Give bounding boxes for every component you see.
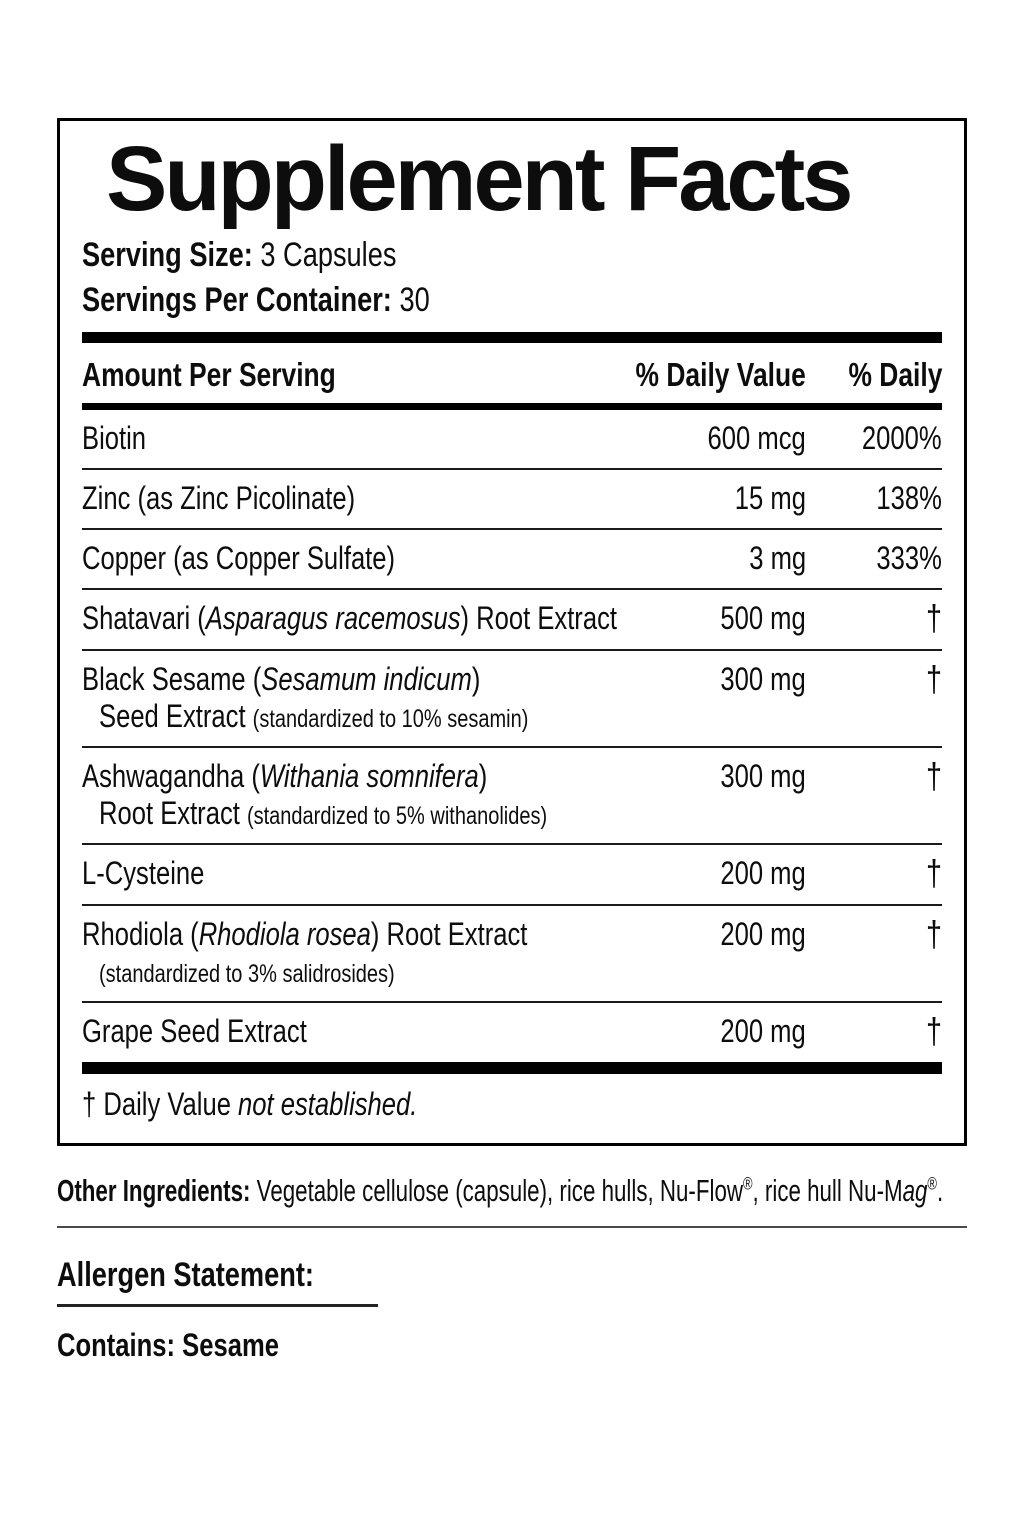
daily-value-footnote: † Daily Value not established. [82, 1074, 942, 1127]
table-row: Biotin 600 mcg 2000% [82, 410, 942, 470]
table-row: L-Cysteine 200 mg † [82, 845, 942, 906]
text-segment: ) [471, 660, 481, 697]
dagger-symbol: † [925, 657, 942, 699]
text-segment: Rhodiola rosea [198, 915, 371, 952]
ingredient-amount: 500 mg [720, 599, 806, 636]
table-row: Copper (as Copper Sulfate) 3 mg 333% [82, 530, 942, 590]
ingredient-daily-value: † [806, 754, 942, 796]
thick-divider-bottom [82, 1061, 942, 1074]
allergen-statement-heading: Allergen Statement: [57, 1256, 967, 1308]
text-segment: † Daily Value [82, 1085, 239, 1122]
table-row: Shatavari (Asparagus racemosus) Root Ext… [82, 590, 942, 651]
text-segment: Shatavari ( [82, 599, 206, 636]
text-segment: ® [927, 1173, 937, 1194]
text-segment: . [936, 1172, 944, 1208]
header-daily-value: % Daily Value [635, 355, 806, 393]
ingredient-amount: 300 mg [720, 660, 806, 697]
ingredient-name: Rhodiola (Rhodiola rosea) Root Extract (s… [82, 915, 581, 990]
ingredient-daily-value: † [806, 851, 942, 893]
serving-size-label: Serving Size: [82, 235, 253, 274]
ingredient-amount: 15 mg [734, 479, 806, 516]
table-row: Rhodiola (Rhodiola rosea) Root Extract (s… [82, 906, 942, 1003]
table-header-row: Amount Per Serving % Daily Value % Daily [82, 343, 942, 410]
header-daily: % Daily [848, 355, 942, 393]
text-segment: ) Root Extract [460, 599, 617, 636]
ingredient-rows: Biotin 600 mcg 2000% Zinc (as Zinc Picolina… [82, 410, 942, 1062]
table-row: Grape Seed Extract 200 mg † [82, 1003, 942, 1062]
contains-line: Contains: Sesame [57, 1327, 967, 1364]
ingredient-amount: 300 mg [720, 757, 806, 794]
thick-divider-top [82, 331, 942, 343]
servings-per-container-line: Servings Per Container: 30 [82, 278, 942, 323]
text-segment: (standardized to 10% sesamin) [252, 704, 529, 733]
contains-label: Contains: [57, 1327, 176, 1364]
servings-per-container-value: 30 [399, 280, 430, 319]
text-segment: , rice hull Nu-M [752, 1172, 903, 1208]
ingredient-amount: 200 mg [720, 1012, 806, 1049]
text-segment: not established. [238, 1085, 418, 1122]
ingredient-amount: 200 mg [720, 915, 806, 952]
text-segment: Sesamum indicum [261, 660, 472, 697]
serving-size-line: Serving Size: 3 Capsules [82, 233, 942, 278]
contains-value: Sesame [182, 1327, 279, 1364]
text-segment: Root Extract [99, 794, 247, 831]
ingredient-daily-value: † [806, 912, 942, 954]
servings-per-container-label: Servings Per Container: [82, 280, 392, 319]
text-segment: (standardized to 3% salidrosides) [99, 959, 395, 988]
text-segment: ) [478, 757, 488, 794]
ingredient-daily-value: † [806, 596, 942, 638]
text-segment: (standardized to 5% withanolides) [246, 801, 548, 830]
text-segment: Withania somnifera [259, 757, 479, 794]
table-row: Ashwagandha (Withania somnifera) Root Ext… [82, 748, 942, 845]
ingredient-name: Grape Seed Extract [82, 1012, 581, 1050]
text-segment: L-Cysteine [82, 854, 205, 891]
dagger-symbol: † [925, 851, 942, 893]
text-segment: Black Sesame ( [82, 660, 262, 697]
ingredient-name: Copper (as Copper Sulfate) [82, 539, 581, 577]
text-segment: Asparagus racemosus [205, 599, 461, 636]
ingredient-daily-value: 333% [876, 539, 942, 576]
text-segment: Biotin [82, 419, 147, 456]
ingredient-name: Zinc (as Zinc Picolinate) [82, 479, 581, 517]
ingredient-name: Shatavari (Asparagus racemosus) Root Ext… [82, 599, 617, 637]
text-segment: ® [742, 1173, 753, 1194]
text-segment: Rhodiola ( [82, 915, 199, 952]
text-segment: Copper (as Copper Sulfate) [82, 539, 396, 576]
serving-size-value: 3 Capsules [260, 235, 397, 274]
ingredient-amount: 200 mg [720, 854, 806, 891]
other-ingredients-label: Other Ingredients: [57, 1172, 251, 1208]
text-segment: Grape Seed Extract [82, 1012, 307, 1049]
ingredient-name: Biotin [82, 419, 581, 457]
table-row: Black Sesame (Sesamum indicum) Seed Extra… [82, 651, 942, 748]
ingredient-daily-value: 138% [876, 479, 942, 516]
ingredient-daily-value: 2000% [862, 419, 942, 456]
ingredient-amount: 3 mg [749, 539, 806, 576]
ingredient-name: L-Cysteine [82, 854, 581, 892]
ingredient-daily-value: † [806, 1009, 942, 1051]
text-segment: Ashwagandha ( [82, 757, 260, 794]
dagger-symbol: † [925, 1009, 942, 1051]
supplement-facts-panel: Supplement Facts Serving Size: 3 Capsule… [57, 118, 967, 1146]
horizontal-rule [57, 1226, 967, 1229]
ingredient-amount: 600 mcg [707, 419, 806, 456]
dagger-symbol: † [925, 912, 942, 954]
text-segment: ag [902, 1172, 928, 1208]
text-segment: Vegetable cellulose (capsule), rice hull… [250, 1172, 743, 1208]
table-row: Zinc (as Zinc Picolinate) 15 mg 138% [82, 470, 942, 530]
ingredient-daily-value: † [806, 657, 942, 699]
text-segment: ) Root Extract [370, 915, 528, 952]
other-ingredients-line: Other Ingredients: Vegetable cellulose (… [57, 1172, 967, 1211]
ingredient-name: Ashwagandha (Withania somnifera) Root Ext… [82, 757, 581, 832]
dagger-symbol: † [925, 754, 942, 796]
dagger-symbol: † [925, 596, 942, 638]
header-amount-per-serving: Amount Per Serving [82, 355, 336, 393]
panel-title: Supplement Facts [106, 128, 853, 230]
ingredient-name: Black Sesame (Sesamum indicum) Seed Extra… [82, 660, 581, 735]
text-segment: Zinc (as Zinc Picolinate) [82, 479, 356, 516]
text-segment: Seed Extract [99, 697, 253, 734]
